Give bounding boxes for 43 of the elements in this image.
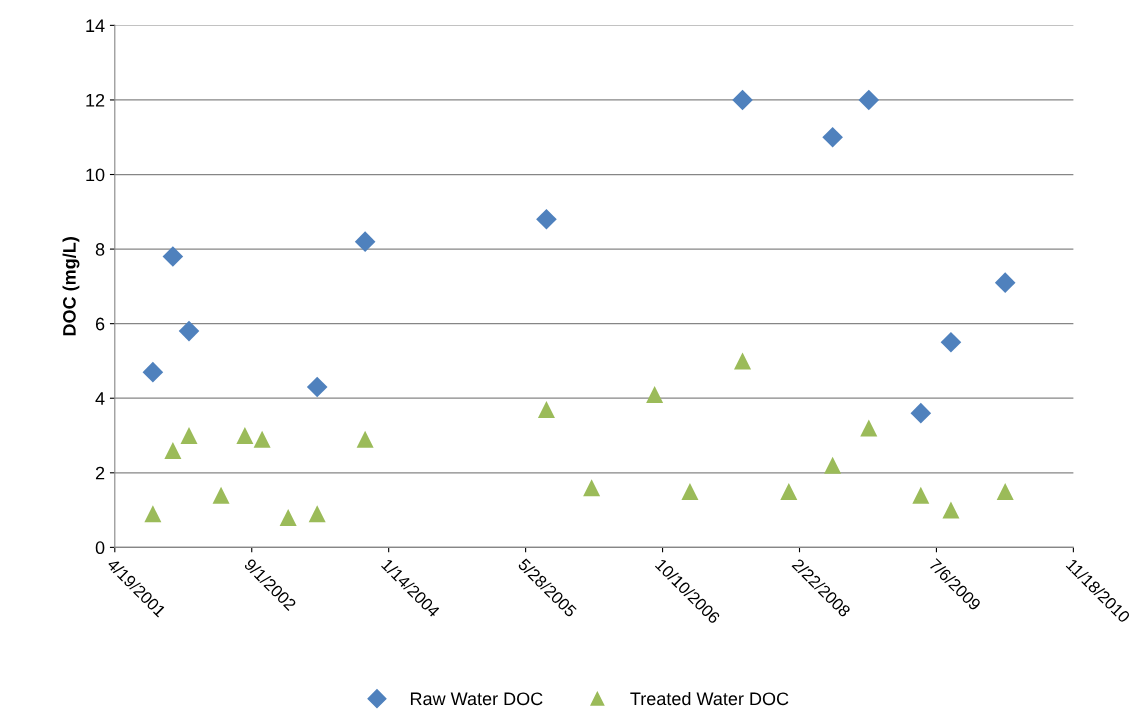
point (681, 482, 699, 500)
point (994, 272, 1016, 293)
point (822, 126, 843, 148)
point (308, 505, 326, 523)
point (356, 430, 374, 448)
y-axis-title: DOC (mg/L) (62, 237, 80, 336)
point (912, 486, 930, 504)
legend-label: Raw Water DOC (410, 692, 543, 706)
point (162, 246, 184, 267)
point (536, 208, 557, 230)
point (942, 501, 960, 519)
point (142, 361, 164, 383)
y-tick-label: 0 (95, 541, 105, 555)
point (780, 482, 798, 500)
point (180, 427, 198, 445)
y-tick-label: 14 (86, 19, 105, 32)
point (824, 456, 842, 474)
y-tick-label: 10 (86, 168, 105, 182)
point (646, 386, 664, 404)
y-tick-label: 2 (95, 466, 105, 480)
point (253, 430, 271, 448)
point (860, 419, 878, 437)
point (732, 89, 753, 111)
point (996, 482, 1014, 500)
point (236, 427, 254, 445)
point (858, 89, 880, 111)
point (734, 352, 752, 370)
y-tick-label: 6 (95, 317, 105, 331)
point (910, 402, 932, 424)
point (583, 479, 601, 497)
point (279, 509, 297, 527)
y-tick-label: 8 (95, 243, 105, 256)
point (537, 400, 555, 418)
point (940, 332, 962, 353)
point (178, 320, 200, 342)
y-tick-label: 4 (95, 392, 105, 405)
y-tick-label: 12 (86, 93, 105, 107)
point (354, 231, 376, 252)
point (306, 376, 328, 398)
point (212, 486, 230, 504)
point (164, 441, 182, 459)
legend-label: Treated Water DOC (630, 691, 789, 706)
point (144, 505, 162, 523)
